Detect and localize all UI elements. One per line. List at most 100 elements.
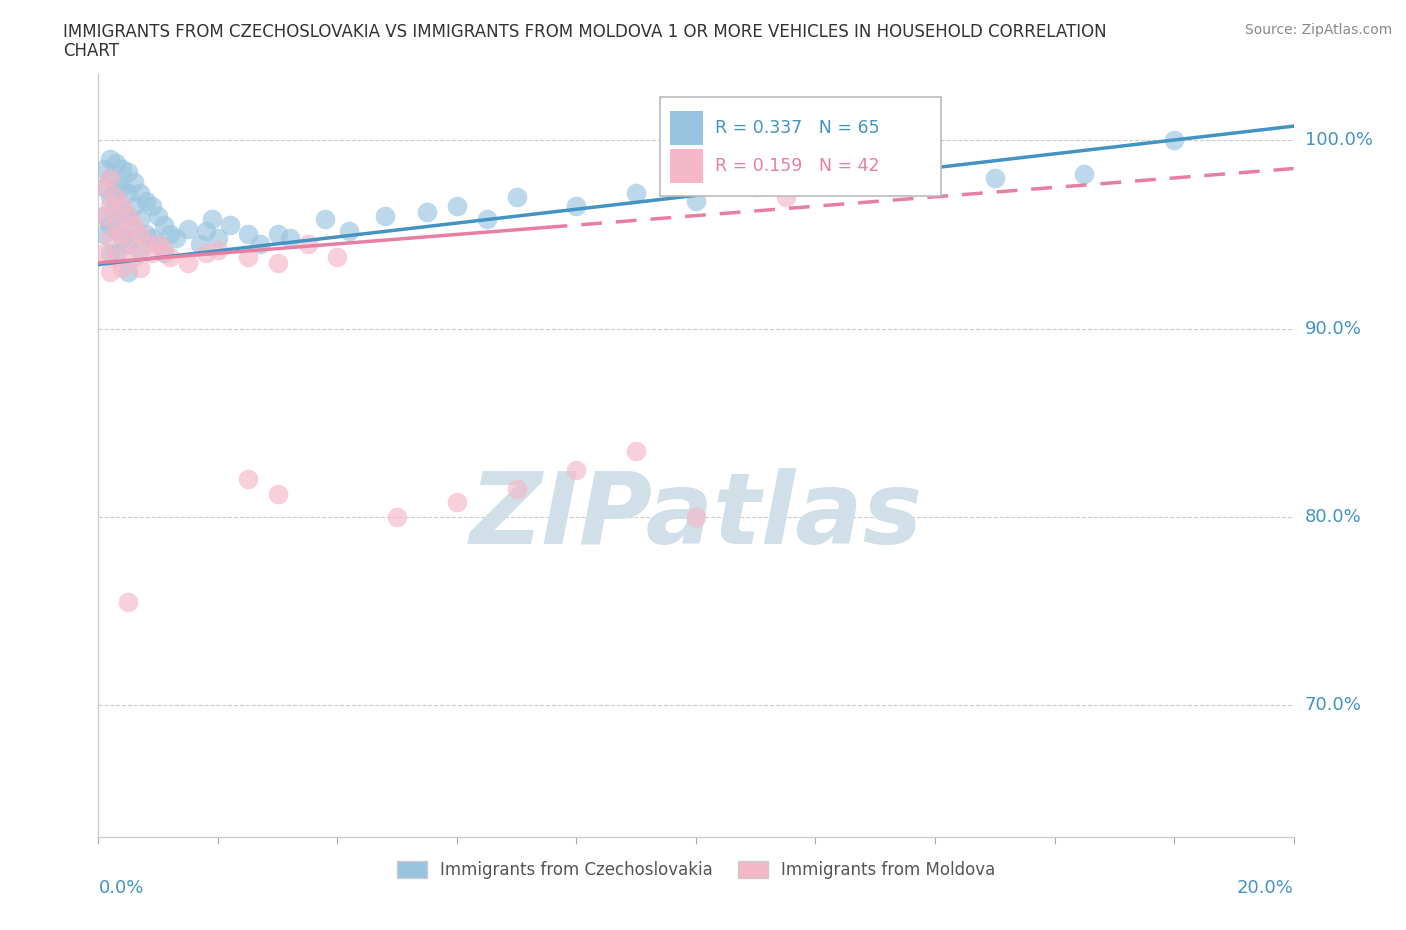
Point	[111, 205, 134, 219]
Text: 70.0%: 70.0%	[1305, 697, 1361, 714]
FancyBboxPatch shape	[661, 98, 941, 196]
Point	[506, 190, 529, 205]
Point	[93, 179, 115, 194]
Point	[141, 246, 163, 260]
Point	[297, 236, 319, 251]
Point	[141, 199, 163, 214]
Point	[111, 179, 134, 194]
Point	[93, 161, 115, 176]
Point	[141, 231, 163, 246]
Text: R = 0.159   N = 42: R = 0.159 N = 42	[716, 157, 880, 175]
Point	[117, 236, 139, 251]
Point	[159, 227, 181, 242]
Text: 0.0%: 0.0%	[98, 879, 143, 897]
Point	[865, 174, 887, 189]
Point	[98, 190, 122, 205]
Point	[446, 495, 468, 510]
Text: CHART: CHART	[63, 42, 120, 60]
Point	[129, 186, 152, 201]
Point	[159, 249, 181, 264]
Point	[117, 594, 139, 609]
Point	[315, 212, 337, 227]
Point	[195, 223, 218, 238]
Bar	[669, 111, 703, 145]
Point	[93, 179, 115, 194]
Point	[267, 255, 290, 270]
Point	[339, 223, 361, 238]
Point	[177, 255, 200, 270]
Point	[129, 227, 152, 242]
Point	[135, 193, 157, 208]
Legend: Immigrants from Czechoslovakia, Immigrants from Moldova: Immigrants from Czechoslovakia, Immigran…	[389, 855, 1002, 886]
Point	[117, 165, 139, 179]
Point	[195, 246, 218, 260]
Point	[207, 242, 229, 257]
Point	[326, 249, 349, 264]
Point	[135, 236, 157, 251]
Text: 100.0%: 100.0%	[1305, 131, 1372, 150]
Point	[685, 193, 707, 208]
Point	[93, 227, 115, 242]
Point	[105, 221, 128, 236]
Point	[177, 221, 200, 236]
Text: Source: ZipAtlas.com: Source: ZipAtlas.com	[1244, 23, 1392, 37]
Point	[93, 208, 115, 223]
Point	[98, 265, 122, 280]
Text: 20.0%: 20.0%	[1237, 879, 1294, 897]
Point	[124, 174, 146, 189]
Point	[249, 236, 271, 251]
Point	[111, 199, 134, 214]
Point	[148, 236, 170, 251]
Point	[117, 208, 139, 223]
Point	[236, 249, 259, 264]
Point	[124, 218, 146, 232]
Point	[98, 170, 122, 185]
Point	[565, 199, 588, 214]
Point	[236, 227, 259, 242]
Point	[111, 161, 134, 176]
Point	[1073, 166, 1095, 181]
Point	[188, 236, 211, 251]
Point	[416, 205, 439, 219]
Point	[105, 155, 128, 170]
Point	[626, 444, 648, 458]
Text: ZIPatlas: ZIPatlas	[470, 468, 922, 565]
Point	[865, 137, 887, 152]
Point	[685, 510, 707, 525]
Point	[374, 208, 396, 223]
Text: R = 0.337   N = 65: R = 0.337 N = 65	[716, 119, 880, 137]
Point	[105, 199, 128, 214]
Point	[93, 246, 115, 260]
Point	[117, 236, 139, 251]
Bar	[669, 149, 703, 183]
Point	[1163, 133, 1185, 148]
Point	[98, 246, 122, 260]
Point	[236, 472, 259, 486]
Point	[565, 462, 588, 477]
Point	[129, 261, 152, 276]
Point	[129, 212, 152, 227]
Point	[124, 223, 146, 238]
Point	[775, 190, 797, 205]
Point	[475, 212, 498, 227]
Point	[98, 199, 122, 214]
Point	[135, 227, 157, 242]
Point	[153, 242, 176, 257]
Point	[446, 199, 468, 214]
Point	[98, 152, 122, 166]
Point	[506, 481, 529, 496]
Point	[201, 212, 224, 227]
Point	[148, 208, 170, 223]
Point	[267, 487, 290, 502]
Point	[626, 186, 648, 201]
Text: 80.0%: 80.0%	[1305, 508, 1361, 525]
Point	[98, 218, 122, 232]
Point	[93, 208, 115, 223]
Text: IMMIGRANTS FROM CZECHOSLOVAKIA VS IMMIGRANTS FROM MOLDOVA 1 OR MORE VEHICLES IN : IMMIGRANTS FROM CZECHOSLOVAKIA VS IMMIGR…	[63, 23, 1107, 41]
Text: 90.0%: 90.0%	[1305, 320, 1361, 338]
Point	[98, 231, 122, 246]
Point	[111, 261, 134, 276]
Point	[117, 186, 139, 201]
Point	[153, 218, 176, 232]
Point	[148, 236, 170, 251]
